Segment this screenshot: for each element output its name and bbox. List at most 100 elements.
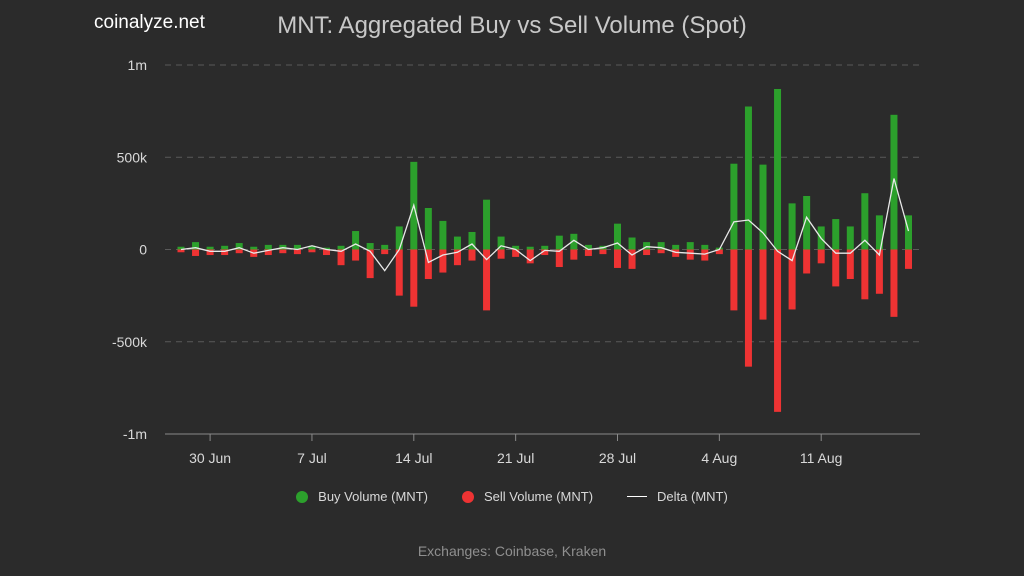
- buy-bar: [206, 246, 214, 250]
- buy-bar: [570, 233, 578, 250]
- buy-bar: [861, 193, 869, 250]
- buy-bar: [352, 231, 360, 250]
- sell-bar: [599, 249, 607, 255]
- buy-bar: [235, 243, 243, 250]
- buy-bar: [264, 244, 272, 250]
- y-tick-label: 1m: [128, 57, 147, 73]
- x-tick-label: 7 Jul: [297, 450, 327, 466]
- sell-bar: [192, 249, 200, 256]
- sell-bar: [526, 249, 534, 264]
- delta-line: [180, 178, 910, 272]
- buy-bar: [468, 231, 476, 250]
- buy-bar: [293, 244, 301, 250]
- buy-bar: [308, 245, 316, 250]
- legend-buy-label: Buy Volume (MNT): [318, 489, 428, 504]
- sell-bar: [817, 249, 825, 264]
- sell-bar: [439, 249, 447, 273]
- sell-bar: [643, 249, 651, 256]
- sell-bar: [235, 249, 243, 254]
- sell-bar: [308, 249, 316, 253]
- sell-bar: [584, 249, 592, 256]
- buy-bar: [672, 244, 680, 250]
- buy-bar: [686, 242, 694, 250]
- sell-bar: [803, 249, 811, 274]
- sell-bar: [657, 249, 665, 254]
- sell-bar: [279, 249, 287, 254]
- sell-bar: [744, 249, 752, 367]
- buy-bar: [323, 247, 330, 250]
- buy-bar: [832, 219, 840, 250]
- buy-bar: [701, 244, 709, 250]
- legend-item-buy[interactable]: Buy Volume (MNT): [296, 489, 428, 504]
- legend-item-delta[interactable]: Delta (MNT): [627, 489, 728, 504]
- delta-line-layer: [180, 178, 910, 272]
- legend-delta-label: Delta (MNT): [657, 489, 728, 504]
- buy-bar: [643, 242, 651, 250]
- sell-bar: [715, 249, 723, 255]
- x-tick-label: 28 Jul: [599, 450, 636, 466]
- sell-bar: [861, 249, 869, 300]
- sell-bar: [424, 249, 432, 280]
- buy-bar: [177, 246, 185, 250]
- sell-bar: [730, 249, 738, 311]
- sell-bar: [832, 249, 840, 287]
- bar-layer: [177, 88, 912, 412]
- y-tick-label: -500k: [112, 334, 148, 350]
- buy-bar: [905, 215, 912, 250]
- sell-bar: [264, 249, 272, 256]
- buy-bar: [730, 163, 738, 250]
- sell-bar: [701, 249, 709, 261]
- legend-sell-label: Sell Volume (MNT): [483, 489, 594, 504]
- sell-bar: [337, 249, 345, 266]
- buy-bar: [512, 245, 520, 250]
- buy-dot-icon: [296, 490, 309, 503]
- sell-bar: [323, 249, 330, 256]
- x-tick-label: 21 Jul: [497, 450, 534, 466]
- legend-item-sell[interactable]: Sell Volume (MNT): [461, 489, 594, 504]
- buy-bar: [366, 243, 374, 250]
- chart-area: 1m 500k 0 -500k -1m 30 Jun 7 Jul 14 Jul 21 Jul 2…: [112, 57, 920, 466]
- buy-bar: [483, 199, 491, 250]
- buy-bar: [555, 235, 563, 250]
- buy-bar: [788, 203, 796, 250]
- y-tick-label: 0: [139, 242, 147, 258]
- sell-bar: [788, 249, 796, 310]
- brand-logo[interactable]: coinalyze.net: [94, 12, 205, 33]
- y-tick-label: 500k: [117, 149, 148, 165]
- buy-bar: [497, 236, 505, 250]
- sell-bar: [381, 249, 389, 255]
- x-tick-label: 11 Aug: [800, 450, 843, 466]
- buy-bar: [875, 215, 883, 250]
- sell-bar: [366, 249, 374, 279]
- buy-bar: [628, 237, 636, 250]
- x-tick-label: 4 Aug: [701, 450, 737, 466]
- buy-bar: [657, 242, 665, 250]
- buy-bar: [774, 88, 782, 250]
- buy-bar: [395, 226, 403, 250]
- sell-bar: [759, 249, 767, 320]
- sell-bar: [177, 249, 185, 253]
- sell-bar: [875, 249, 883, 294]
- buy-bar: [381, 244, 389, 250]
- buy-bar: [337, 245, 345, 250]
- sell-bar: [905, 249, 912, 269]
- sell-dot-icon: [461, 490, 474, 503]
- sell-bar: [483, 249, 491, 311]
- buy-bar: [744, 106, 752, 250]
- buy-bar: [759, 164, 767, 250]
- sell-bar: [890, 249, 898, 317]
- buy-bar: [803, 195, 811, 250]
- sell-bar: [614, 249, 621, 268]
- buy-bar: [541, 245, 549, 250]
- sell-bar: [206, 249, 214, 256]
- buy-bar: [846, 226, 854, 250]
- sell-bar: [628, 249, 636, 269]
- sell-bar: [395, 249, 403, 296]
- sell-bar: [293, 249, 301, 255]
- sell-bar: [570, 249, 578, 260]
- x-axis-ticks: 30 Jun 7 Jul 14 Jul 21 Jul 28 Jul 4 Aug 11 Aug: [189, 434, 842, 466]
- x-tick-label: 14 Jul: [395, 450, 432, 466]
- sell-bar: [468, 249, 476, 261]
- y-tick-label: -1m: [123, 426, 147, 442]
- buy-bar: [584, 244, 592, 250]
